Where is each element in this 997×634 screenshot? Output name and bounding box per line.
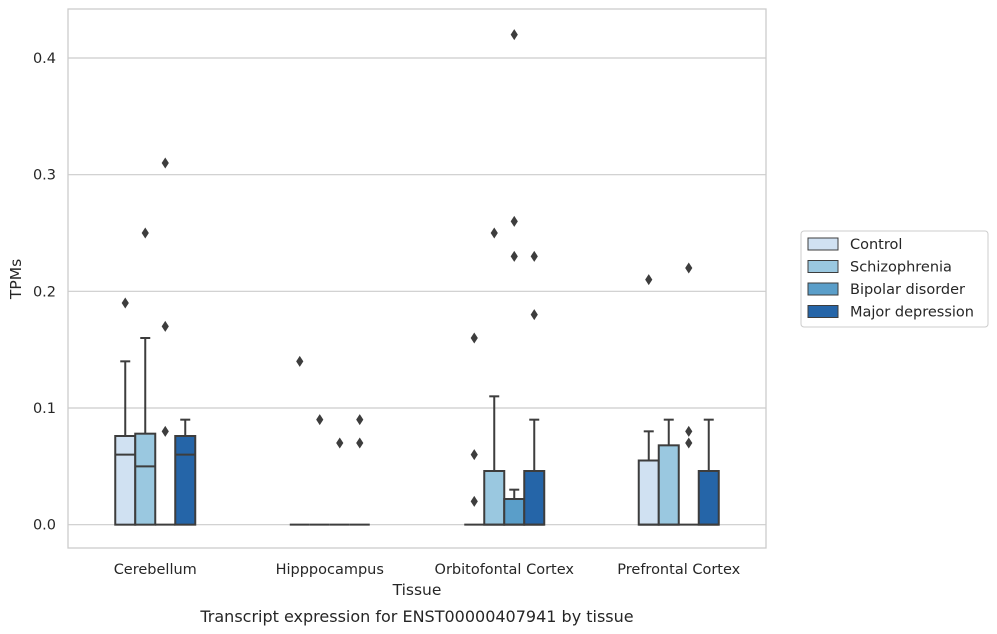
outlier-point <box>296 355 304 367</box>
x-tick-label: Prefrontal Cortex <box>617 562 740 578</box>
outlier-point <box>685 425 693 437</box>
box-bipolar-disorder <box>155 157 176 526</box>
outlier-point <box>490 227 498 239</box>
outlier-point <box>510 29 518 41</box>
legend-label: Schizophrenia <box>850 260 952 276</box>
chart-caption: Transcript expression for ENST0000040794… <box>199 607 633 626</box>
box-schizophrenia <box>134 227 157 526</box>
outlier-point <box>530 250 538 262</box>
box-major-depression <box>174 418 197 526</box>
box-body <box>483 470 506 526</box>
outlier-point <box>356 414 364 426</box>
outlier-point <box>161 425 169 437</box>
x-tick-label: Cerebellum <box>114 562 197 578</box>
y-tick-label: 0.2 <box>33 284 56 300</box>
legend-swatch <box>807 282 839 296</box>
box-body <box>134 432 157 526</box>
y-tick-label: 0.4 <box>33 51 56 67</box>
x-axis-title: Tissue <box>392 581 442 599</box>
box-body <box>697 470 720 526</box>
box-body <box>174 435 197 526</box>
box-control <box>289 355 310 526</box>
outlier-point <box>121 297 129 309</box>
box-bipolar-disorder <box>678 262 699 526</box>
legend-swatch <box>807 237 839 251</box>
outlier-point <box>470 332 478 344</box>
y-tick-label: 0.1 <box>33 401 56 417</box>
outlier-point <box>316 414 324 426</box>
box-control <box>637 274 660 526</box>
box-body <box>637 459 660 526</box>
outlier-point <box>336 437 344 449</box>
legend: Control Schizophrenia Bipolar disorder Majo… <box>800 230 989 328</box>
legend-label: Major depression <box>850 305 974 321</box>
box-bipolar-disorder <box>329 437 350 526</box>
box-schizophrenia <box>657 418 680 526</box>
y-tick-label: 0.0 <box>33 518 56 534</box>
x-tick-label: Hipppocampus <box>276 562 384 578</box>
box-body <box>523 470 546 526</box>
legend-swatch <box>807 305 839 318</box>
outlier-point <box>141 227 149 239</box>
outlier-point <box>510 215 518 227</box>
outlier-point <box>530 309 538 321</box>
y-tick-label: 0.3 <box>33 168 56 184</box>
box-major-depression <box>349 414 370 526</box>
outlier-point <box>645 274 653 286</box>
box-major-depression <box>697 418 720 526</box>
legend-label: Bipolar disorder <box>850 282 965 298</box>
x-tick-label: Orbitofontal Cortex <box>435 562 575 578</box>
box-schizophrenia <box>309 414 330 526</box>
legend-frame <box>800 230 989 328</box>
box-schizophrenia <box>483 227 506 526</box>
x-axis-ticks: Cerebellum Hipppocampus Orbitofontal Corte… <box>114 562 741 578</box>
outlier-point <box>685 437 693 449</box>
box-body <box>114 435 137 526</box>
box-major-depression <box>523 250 546 526</box>
outlier-point <box>685 262 693 274</box>
outlier-point <box>470 449 478 461</box>
y-axis-title: TPMs <box>7 259 25 300</box>
plot-frame <box>67 8 767 549</box>
legend-label: Control <box>850 237 902 253</box>
outlier-point <box>356 437 364 449</box>
box-groups <box>114 29 720 526</box>
legend-swatch <box>807 260 839 273</box>
box-body <box>503 498 526 526</box>
y-axis-ticks: 0.0 0.1 0.2 0.3 0.4 <box>33 51 56 534</box>
box-control <box>114 297 137 526</box>
outlier-point <box>161 320 169 332</box>
outlier-point <box>510 250 518 262</box>
box-control <box>464 332 485 526</box>
outlier-point <box>470 495 478 507</box>
outlier-point <box>161 157 169 169</box>
box-body <box>657 444 680 526</box>
